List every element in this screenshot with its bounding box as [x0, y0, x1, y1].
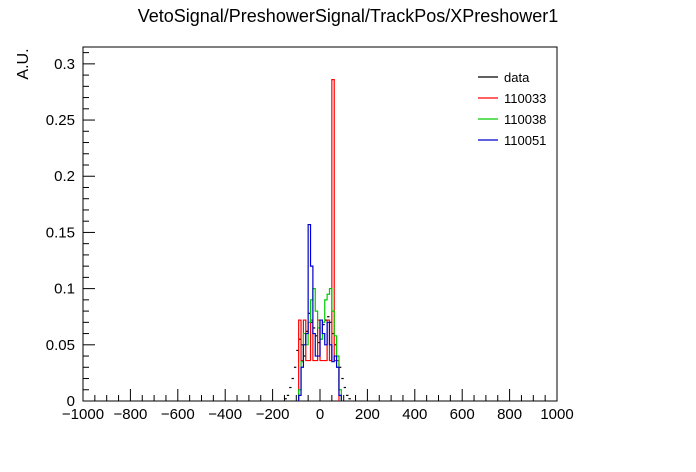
- y-axis-ticks: 0 0.05 0.1 0.15 0.2 0.25 0.3: [46, 52, 95, 410]
- y-tick-label: 0.25: [46, 112, 75, 129]
- y-tick-label: 0: [67, 393, 75, 410]
- y-tick-label: 0.15: [46, 224, 75, 241]
- histogram-step-line: [298, 223, 342, 401]
- chart-title: VetoSignal/PreshowerSignal/TrackPos/XPre…: [138, 6, 559, 26]
- legend-label: data: [504, 70, 530, 85]
- histogram-bin: [322, 361, 324, 401]
- x-tick-label: −400: [208, 406, 242, 423]
- histogram-bin: [325, 361, 327, 401]
- histogram-step-line: [298, 78, 340, 401]
- x-tick-label: −1000: [62, 406, 104, 423]
- x-tick-label: −800: [114, 406, 148, 423]
- histogram-bin: [308, 361, 310, 401]
- x-tick-label: 600: [450, 406, 475, 423]
- legend-label: 110051: [504, 133, 546, 148]
- x-axis-ticks: −1000 −800 −600 −400 −200 0 200 400 600 800 1000: [62, 389, 574, 423]
- x-tick-label: 200: [355, 406, 380, 423]
- series-110033: [298, 78, 340, 401]
- y-tick-label: 0.2: [54, 168, 75, 185]
- histogram-bin: [313, 361, 315, 401]
- x-tick-label: 0: [316, 406, 324, 423]
- legend: data 110033 110038 110051: [478, 70, 546, 148]
- series-layer: [284, 78, 351, 401]
- x-tick-label: 400: [402, 406, 427, 423]
- x-tick-label: 1000: [540, 406, 573, 423]
- legend-label: 110033: [504, 91, 546, 106]
- x-tick-label: −200: [256, 406, 290, 423]
- series-110051: [298, 223, 342, 401]
- x-tick-label: −600: [161, 406, 195, 423]
- y-tick-label: 0.3: [54, 56, 75, 73]
- histogram-bin: [315, 361, 317, 401]
- histogram-bin: [315, 356, 317, 401]
- y-tick-label: 0.1: [54, 281, 75, 298]
- y-tick-label: 0.05: [46, 337, 75, 354]
- histogram-bin: [329, 361, 331, 401]
- histogram-bin: [306, 361, 308, 401]
- x-tick-label: 800: [497, 406, 522, 423]
- legend-label: 110038: [504, 112, 546, 127]
- y-axis-label: A.U.: [15, 48, 32, 79]
